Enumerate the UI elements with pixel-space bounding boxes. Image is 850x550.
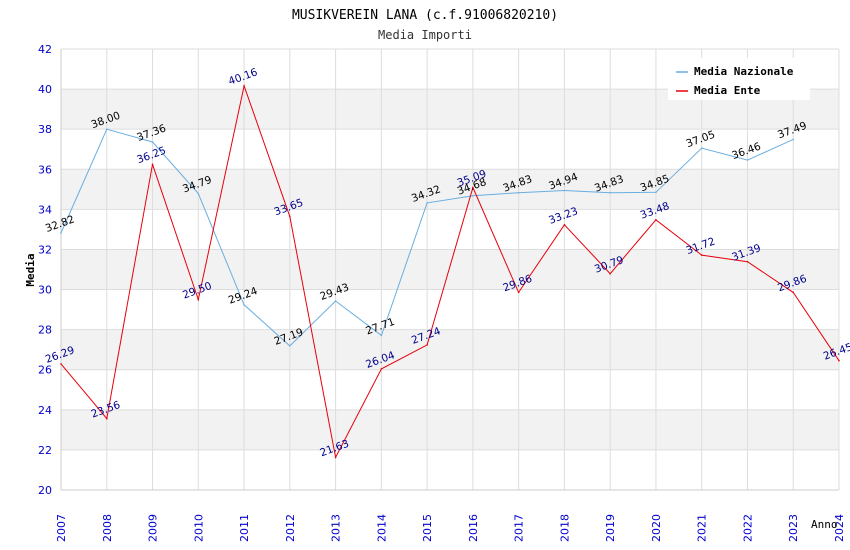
- data-point: [334, 300, 337, 302]
- x-tick-label: 2014: [375, 514, 388, 542]
- y-tick-label: 40: [38, 83, 52, 96]
- y-tick-label: 36: [38, 163, 52, 176]
- data-point: [563, 223, 566, 226]
- x-tick-label: 2015: [421, 514, 434, 542]
- data-label: 32.82: [44, 213, 76, 235]
- x-tick-label: 2008: [101, 514, 114, 542]
- data-point: [792, 291, 795, 294]
- data-point: [243, 303, 245, 306]
- data-point: [243, 85, 245, 87]
- y-tick-labels: 20 22 24 26 28 30 32 34 36 38 40 42: [38, 43, 52, 497]
- y-tick-label: 34: [38, 203, 52, 216]
- data-point: [380, 368, 383, 370]
- data-point: [472, 186, 474, 189]
- data-point: [838, 359, 840, 362]
- data-point: [700, 254, 703, 256]
- data-point: [426, 344, 428, 346]
- legend-box: [668, 58, 810, 100]
- grid-band: [61, 409, 839, 450]
- x-tick-label: 2016: [467, 514, 480, 542]
- x-tick-label: 2022: [741, 514, 754, 542]
- data-point: [792, 138, 795, 141]
- chart-subtitle: Media Importi: [378, 28, 472, 42]
- data-point: [609, 191, 611, 194]
- x-tick-label: 2024: [833, 514, 846, 542]
- data-point: [60, 363, 62, 365]
- x-tick-label: 2021: [696, 514, 709, 542]
- x-tick-label: 2017: [513, 514, 526, 542]
- data-point: [563, 189, 566, 192]
- series-line-media-ente: [60, 84, 840, 459]
- y-tick-label: 26: [38, 364, 52, 377]
- legend-label-media-nazionale: Media Nazionale: [694, 65, 794, 78]
- data-point: [700, 147, 703, 150]
- grid-band: [61, 329, 839, 370]
- y-tick-label: 32: [38, 243, 52, 256]
- data-label: 37.05: [685, 129, 717, 151]
- data-point: [197, 192, 200, 195]
- x-tick-label: 2012: [284, 514, 297, 542]
- data-label: 36.46: [730, 140, 763, 162]
- y-tick-label: 22: [38, 444, 52, 457]
- axes: [60, 49, 839, 491]
- legend-label-media-ente: Media Ente: [694, 84, 761, 97]
- x-tick-label: 2007: [55, 514, 68, 542]
- legend: Media Nazionale Media Ente: [668, 58, 810, 100]
- background-bands: [61, 89, 839, 450]
- y-tick-label: 30: [38, 284, 52, 297]
- data-point: [746, 260, 749, 263]
- x-axis-label: Anno: [811, 518, 838, 531]
- x-tick-label: 2013: [330, 514, 343, 542]
- data-point: [334, 456, 337, 459]
- data-point: [289, 345, 291, 347]
- x-tick-label: 2010: [192, 514, 205, 542]
- x-tick-label: 2020: [650, 514, 663, 542]
- data-point: [380, 334, 383, 337]
- data-point: [60, 232, 62, 234]
- data-point: [289, 215, 291, 218]
- grid-band: [61, 169, 839, 210]
- data-point: [746, 159, 749, 161]
- data-point: [426, 202, 428, 204]
- x-tick-label: 2009: [147, 514, 160, 542]
- grid-band: [61, 249, 839, 290]
- data-point: [517, 291, 520, 294]
- data-point: [609, 272, 611, 275]
- data-point: [105, 128, 108, 130]
- y-tick-label: 24: [38, 404, 52, 417]
- data-point: [655, 218, 657, 221]
- x-tick-label: 2023: [787, 514, 800, 542]
- data-label: 40.16: [227, 66, 260, 88]
- data-point: [151, 163, 154, 166]
- y-tick-label: 38: [38, 123, 52, 136]
- x-tick-labels: 2007 2008 2009 2010 2011 2012 2013 2014 2015 2016…: [55, 514, 846, 542]
- data-label: 36.25: [135, 145, 167, 167]
- x-tick-label: 2011: [238, 514, 251, 542]
- data-point: [517, 191, 520, 194]
- x-tick-label: 2018: [558, 514, 571, 542]
- data-point: [105, 417, 108, 420]
- data-point: [197, 298, 200, 301]
- data-point: [655, 191, 657, 194]
- y-tick-label: 42: [38, 43, 52, 56]
- data-point: [151, 141, 154, 143]
- data-point: [472, 194, 474, 197]
- y-tick-label: 28: [38, 324, 52, 337]
- series-lines: [60, 84, 840, 459]
- y-axis-label: Media: [24, 253, 37, 286]
- y-tick-label: 20: [38, 484, 52, 497]
- chart-title: MUSIKVEREIN LANA (c.f.91006820210): [292, 8, 558, 23]
- x-tick-label: 2019: [604, 514, 617, 542]
